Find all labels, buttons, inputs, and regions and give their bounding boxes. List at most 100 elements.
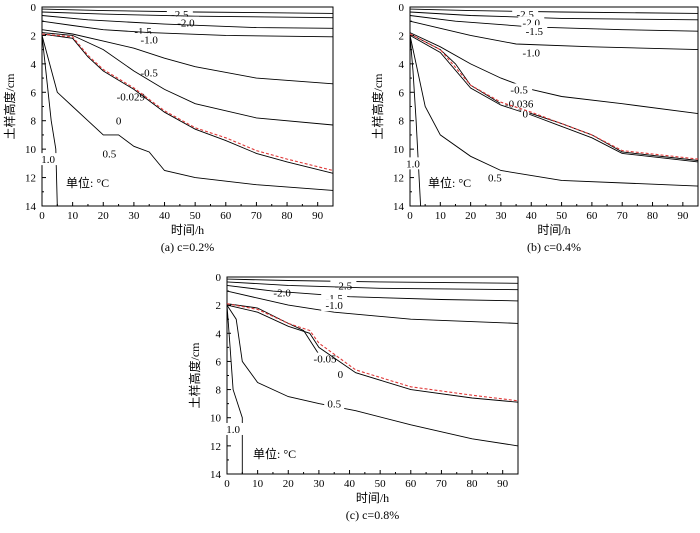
series-label-bg bbox=[518, 46, 545, 59]
series-label: 0.5 bbox=[103, 148, 117, 160]
series-line bbox=[226, 281, 519, 291]
series-label-bg bbox=[500, 97, 539, 110]
x-tick-label: 90 bbox=[677, 210, 689, 222]
x-tick-label: 60 bbox=[405, 478, 417, 490]
x-tick-label: 10 bbox=[67, 210, 79, 222]
y-tick-label: 12 bbox=[393, 173, 404, 185]
series-line bbox=[41, 35, 58, 207]
y-tick-label: 14 bbox=[393, 201, 405, 213]
x-tick-label: 90 bbox=[312, 210, 324, 222]
series-label: 0.5 bbox=[488, 173, 502, 185]
series-label-bg bbox=[336, 368, 345, 381]
series-label-bg bbox=[111, 90, 150, 103]
x-tick-label: 60 bbox=[586, 210, 598, 222]
x-tick-label: 10 bbox=[252, 478, 264, 490]
series-line bbox=[409, 20, 699, 51]
unit-note: 单位: °C bbox=[66, 175, 109, 190]
y-tick-label: 0 bbox=[216, 272, 222, 284]
series-label: 0 bbox=[338, 369, 344, 381]
series-line bbox=[41, 35, 334, 191]
x-axis-label: 时间/h bbox=[537, 223, 570, 237]
y-tick-label: 2 bbox=[31, 30, 37, 42]
x-tick-label: 90 bbox=[497, 478, 509, 490]
series-label: -0.05 bbox=[314, 354, 337, 366]
x-tick-label: 40 bbox=[159, 210, 171, 222]
y-tick-label: 6 bbox=[399, 87, 405, 99]
series-label-bg bbox=[38, 153, 59, 166]
series-line bbox=[409, 35, 699, 187]
x-tick-label: 40 bbox=[344, 478, 356, 490]
y-tick-label: 8 bbox=[31, 116, 37, 128]
series-line bbox=[41, 33, 334, 174]
series-label: 1.0 bbox=[226, 424, 240, 436]
series-line bbox=[226, 304, 519, 403]
panel-caption: (c) c=0.8% bbox=[346, 508, 399, 522]
series-label-bg bbox=[136, 33, 163, 46]
x-tick-label: 40 bbox=[526, 210, 538, 222]
x-tick-label: 30 bbox=[128, 210, 140, 222]
series-label: 0.5 bbox=[327, 399, 341, 411]
series-label-bg bbox=[269, 286, 296, 299]
x-tick-label: 80 bbox=[467, 478, 479, 490]
series-line-dashed bbox=[226, 303, 519, 402]
series-line bbox=[409, 32, 699, 115]
x-tick-label: 10 bbox=[435, 210, 447, 222]
series-line bbox=[41, 29, 334, 85]
series-label-bg bbox=[330, 279, 357, 292]
y-tick-label: 4 bbox=[399, 59, 405, 71]
series-line bbox=[41, 32, 334, 126]
x-tick-label: 50 bbox=[375, 478, 387, 490]
x-tick-label: 70 bbox=[436, 478, 448, 490]
y-axis-label: 土样高度/cm bbox=[187, 342, 202, 409]
series-label-bg bbox=[309, 352, 342, 365]
series-label: -1.5 bbox=[526, 26, 544, 38]
y-tick-label: 4 bbox=[31, 59, 37, 71]
y-tick-label: 4 bbox=[216, 328, 222, 340]
y-tick-label: 14 bbox=[210, 469, 222, 481]
series-label: -1.0 bbox=[523, 47, 541, 59]
y-tick-label: 8 bbox=[216, 385, 222, 397]
x-axis-label: 时间/h bbox=[356, 491, 389, 505]
series-line bbox=[41, 15, 334, 29]
series-line-dashed bbox=[409, 33, 699, 160]
series-label-bg bbox=[324, 397, 345, 410]
series-label: -2.5 bbox=[335, 280, 353, 292]
y-tick-label: 2 bbox=[216, 300, 222, 312]
series-label-bg bbox=[223, 422, 244, 435]
x-tick-label: 70 bbox=[617, 210, 629, 222]
series-line bbox=[226, 284, 519, 302]
chart-panel-0: 0 10 20 30 40 50 60 70 80 90 0 2 4 6 8 10 12 14 时间/h 土样高度/c… bbox=[2, 2, 334, 254]
y-tick-label: 0 bbox=[31, 2, 37, 14]
series-label: 0 bbox=[522, 109, 528, 121]
y-tick-label: 0 bbox=[399, 2, 405, 14]
series-label: -2.0 bbox=[273, 287, 291, 299]
series-label: -2.0 bbox=[177, 18, 195, 30]
x-tick-label: 50 bbox=[556, 210, 568, 222]
y-axis-label: 土样高度/cm bbox=[370, 73, 385, 140]
series-line-dashed bbox=[41, 33, 334, 172]
series-label: 0 bbox=[116, 116, 122, 128]
y-tick-label: 10 bbox=[210, 413, 222, 425]
chart-panel-1: 0 10 20 30 40 50 60 70 80 90 0 2 4 6 8 10 12 14 时间/h 土样高度/c… bbox=[370, 2, 699, 254]
series-label: -0.029 bbox=[117, 92, 146, 104]
series-line bbox=[409, 35, 699, 163]
series-label-bg bbox=[130, 25, 157, 38]
series-label-bg bbox=[99, 147, 120, 160]
x-tick-label: 30 bbox=[495, 210, 507, 222]
y-tick-label: 2 bbox=[399, 30, 405, 42]
x-tick-label: 60 bbox=[220, 210, 232, 222]
y-tick-label: 10 bbox=[25, 144, 37, 156]
series-label-bg bbox=[506, 83, 533, 96]
series-line bbox=[226, 305, 243, 474]
panel-caption: (a) c=0.2% bbox=[161, 240, 214, 254]
unit-note: 单位: °C bbox=[253, 446, 296, 461]
series-label-bg bbox=[114, 114, 123, 127]
series-label-bg bbox=[521, 107, 530, 120]
series-label: -1.0 bbox=[140, 35, 158, 47]
y-tick-label: 10 bbox=[393, 144, 405, 156]
series-label-bg bbox=[403, 157, 424, 170]
series-label-bg bbox=[136, 66, 163, 79]
series-line bbox=[409, 8, 699, 14]
x-tick-label: 30 bbox=[313, 478, 325, 490]
